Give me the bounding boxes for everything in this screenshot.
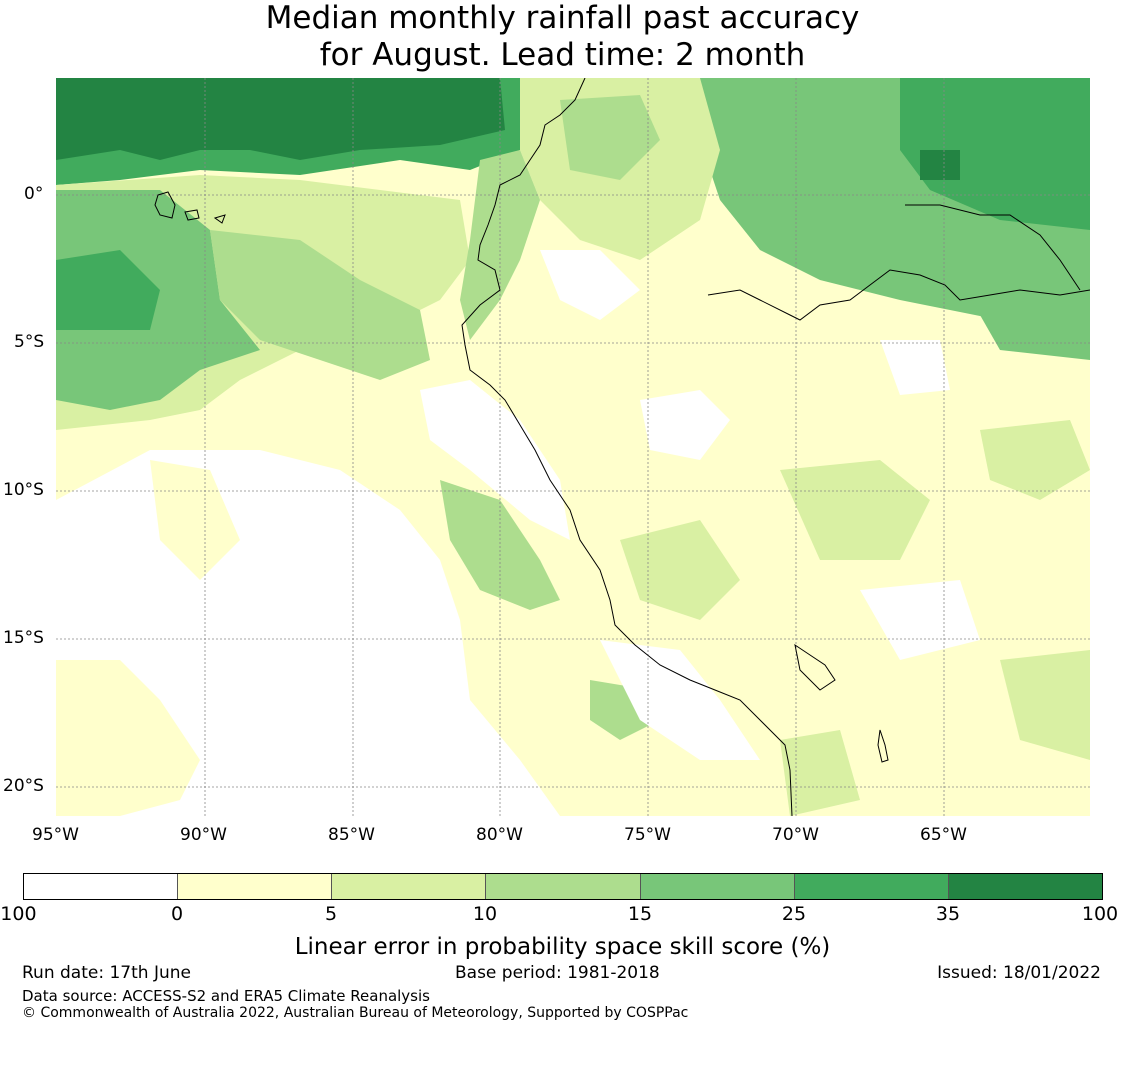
skill-region	[56, 660, 200, 816]
colorbar-tick: 0	[170, 903, 184, 925]
skill-region	[620, 520, 740, 620]
colorbar-tick: -100	[0, 903, 37, 925]
lon-label-65w: 65°W	[920, 825, 967, 845]
colorbar-segment	[178, 874, 333, 899]
map-title: Median monthly rainfall past accuracy fo…	[0, 0, 1125, 74]
lake	[877, 729, 889, 763]
skill-region	[880, 340, 950, 395]
lat-label-0: 0°	[24, 184, 44, 204]
island	[154, 191, 176, 219]
base-period: Base period: 1981-2018	[455, 963, 660, 983]
lat-label-20s: 20°S	[3, 776, 44, 796]
colorbar-tick: 35	[935, 903, 961, 925]
lat-label-10s: 10°S	[3, 480, 44, 500]
lon-label-80w: 80°W	[476, 825, 523, 845]
skill-region	[780, 730, 860, 816]
colorbar-segment	[24, 874, 179, 899]
lon-label-90w: 90°W	[180, 825, 227, 845]
island	[213, 214, 226, 224]
lat-label-5s: 5°S	[14, 332, 45, 352]
river	[905, 204, 1081, 291]
colorbar-tick: 10	[472, 903, 498, 925]
run-date: Run date: 17th June	[22, 963, 191, 983]
colorbar-segment	[486, 874, 641, 899]
skill-score-field	[56, 78, 1090, 816]
colorbar-segment	[640, 874, 795, 899]
skill-region	[960, 280, 1090, 360]
map-canvas	[56, 78, 1090, 816]
skill-region	[640, 390, 730, 460]
lat-label-15s: 15°S	[3, 628, 44, 648]
data-source: Data source: ACCESS-S2 and ERA5 Climate …	[22, 987, 430, 1005]
skill-region	[780, 460, 930, 560]
skill-region	[600, 640, 760, 760]
colorbar-tick: 15	[627, 903, 653, 925]
skill-region	[1000, 650, 1090, 760]
river	[707, 269, 1090, 321]
colorbar-tick: 100	[1081, 903, 1119, 925]
skill-region	[460, 150, 540, 340]
colorbar-segment	[948, 874, 1102, 899]
lon-label-70w: 70°W	[772, 825, 819, 845]
skill-region	[980, 420, 1090, 500]
skill-region	[210, 230, 430, 380]
skill-region	[540, 250, 640, 320]
copyright: © Commonwealth of Australia 2022, Austra…	[22, 1005, 689, 1021]
skill-region	[56, 250, 160, 330]
title-line-2: for August. Lead time: 2 month	[319, 37, 806, 73]
lon-label-85w: 85°W	[328, 825, 375, 845]
lake	[794, 643, 836, 691]
issued-date: Issued: 18/01/2022	[937, 963, 1101, 983]
skill-region	[920, 150, 960, 180]
coastline	[461, 78, 793, 816]
skill-region	[56, 190, 260, 410]
skill-region	[900, 78, 1090, 230]
colorbar	[23, 873, 1103, 900]
colorbar-label: Linear error in probability space skill …	[294, 934, 831, 960]
colorbar-tick: 5	[324, 903, 338, 925]
lon-label-75w: 75°W	[624, 825, 671, 845]
colorbar-tick: 25	[781, 903, 807, 925]
colorbar-segment	[794, 874, 949, 899]
lon-label-95w: 95°W	[32, 825, 79, 845]
title-line-1: Median monthly rainfall past accuracy	[265, 0, 860, 36]
skill-region	[56, 78, 505, 160]
skill-region	[150, 460, 240, 580]
skill-region	[560, 95, 660, 180]
gridlines	[56, 78, 1090, 816]
skill-region	[860, 580, 980, 660]
colorbar-segment	[332, 874, 487, 899]
island	[184, 209, 200, 221]
skill-region	[440, 480, 560, 610]
skill-region	[420, 380, 570, 540]
